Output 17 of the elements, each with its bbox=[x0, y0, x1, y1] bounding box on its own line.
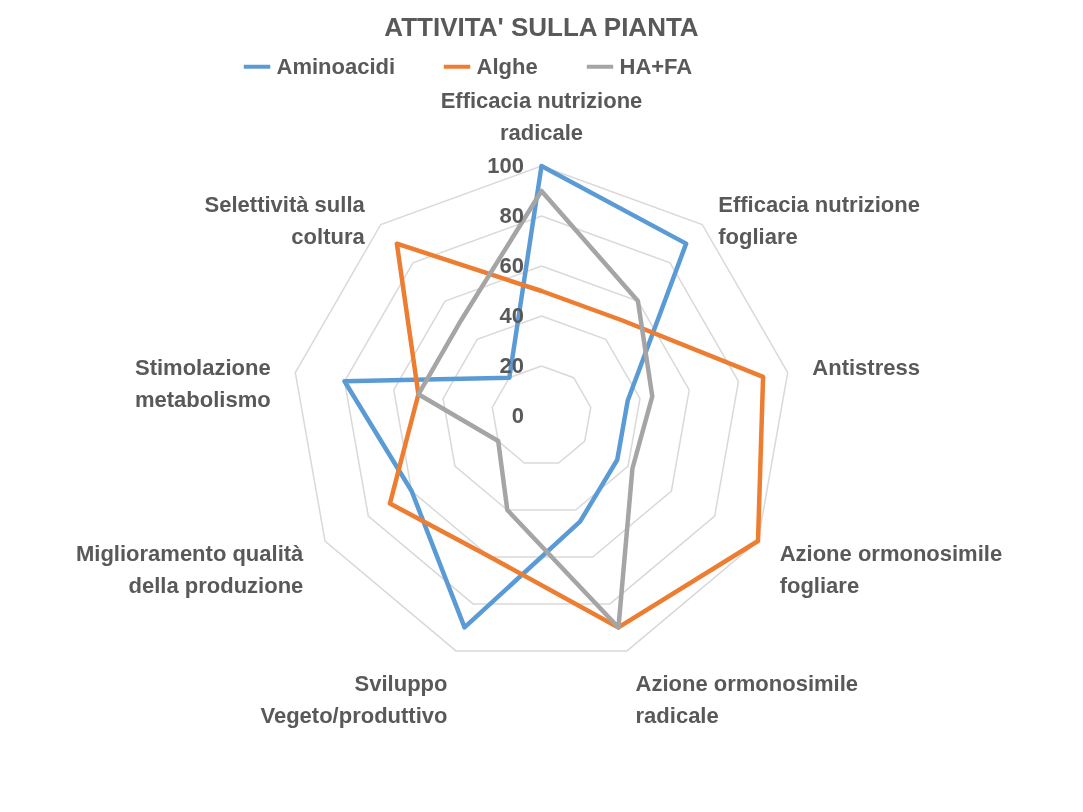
y-tick-label: 60 bbox=[499, 253, 524, 278]
spoke-label: Azione ormonosimile radicale bbox=[635, 671, 859, 729]
chart-title: ATTIVITA' SULLA PIANTA bbox=[384, 12, 699, 42]
y-tick-label: 0 bbox=[511, 403, 524, 428]
spoke-label: Sviluppo Vegeto/produttivo bbox=[260, 671, 448, 729]
legend-label: HA+FA bbox=[619, 53, 693, 79]
spoke-label: Azione ormonosimile fogliare bbox=[779, 540, 1003, 598]
legend-label: Alghe bbox=[476, 53, 538, 79]
spoke-label: Efficacia nutrizione fogliare bbox=[718, 192, 920, 250]
legend-label: Aminoacidi bbox=[276, 53, 396, 79]
spoke-label: Efficacia nutrizione radicale bbox=[440, 88, 643, 145]
y-tick-label: 100 bbox=[487, 153, 524, 178]
spoke-label: Stimolazione metabolismo bbox=[134, 355, 271, 413]
y-tick-label: 80 bbox=[499, 203, 524, 228]
spoke-label: Miglioramento qualità della produzione bbox=[75, 540, 305, 598]
spoke-label: Selettività sulla coltura bbox=[204, 192, 366, 250]
spoke-label: Antistress bbox=[812, 355, 920, 381]
